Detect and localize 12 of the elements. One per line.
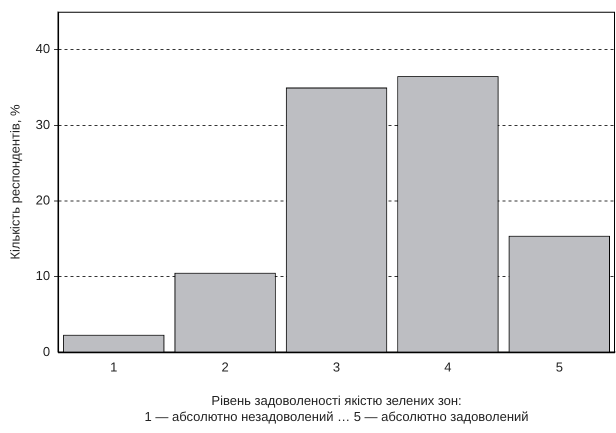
x-tick-label: 4 — [444, 360, 452, 375]
x-tick-label: 1 — [110, 360, 118, 375]
x-tick-label: 5 — [556, 360, 563, 375]
x-tick-label: 2 — [222, 360, 229, 375]
y-axis-title: Кількість респондентів, % — [7, 104, 22, 260]
y-tick-label: 0 — [42, 344, 50, 359]
y-tick-label: 10 — [36, 268, 50, 284]
y-tick-label: 40 — [36, 41, 50, 56]
y-tick-label: 20 — [36, 192, 50, 208]
y-tick-label: 30 — [36, 116, 50, 132]
x-tick-label: 3 — [332, 360, 340, 375]
x-axis-title: Рівень задоволеності якістю зелених зон: 1 — абсолютно незадоволений … 5 — абсолютно задоволений — [144, 393, 529, 424]
